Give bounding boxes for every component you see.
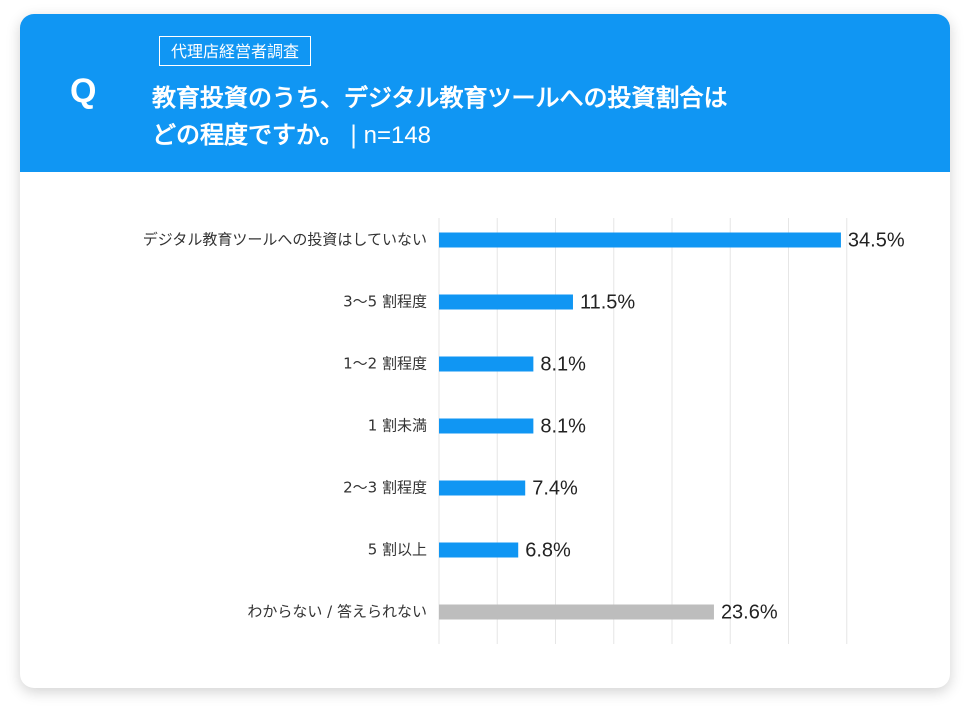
category-label: 3〜5 割程度 xyxy=(343,293,427,311)
category-label: 1〜2 割程度 xyxy=(343,355,427,373)
question-line-2-text: どの程度ですか。 xyxy=(152,121,344,149)
bar xyxy=(439,480,526,496)
value-label: 23.6% xyxy=(721,601,778,623)
bar xyxy=(439,356,534,372)
category-label: わからない / 答えられない xyxy=(247,603,427,621)
question-header: Q 代理店経営者調査 教育投資のうち、デジタル教育ツールへの投資割合は どの程度… xyxy=(20,14,950,172)
category-label: 5 割以上 xyxy=(368,541,427,559)
survey-label: 代理店経営者調査 xyxy=(159,36,312,66)
bar xyxy=(439,604,714,620)
bar xyxy=(439,542,519,558)
value-label: 6.8% xyxy=(525,539,571,561)
value-label: 7.4% xyxy=(532,477,578,499)
bar xyxy=(439,294,573,310)
question-text: 教育投資のうち、デジタル教育ツールへの投資割合は どの程度ですか。 | n=148 xyxy=(152,80,872,154)
value-label: 11.5% xyxy=(580,291,635,313)
category-label: 1 割未満 xyxy=(368,417,427,435)
bar xyxy=(439,232,841,248)
separator: | xyxy=(349,121,358,149)
sample-size: n=148 xyxy=(363,122,432,149)
q-mark: Q xyxy=(70,72,97,110)
category-label: 2〜3 割程度 xyxy=(343,479,427,497)
question-line-1: 教育投資のうち、デジタル教育ツールへの投資割合は xyxy=(152,84,728,112)
value-label: 8.1% xyxy=(540,353,586,375)
value-label: 8.1% xyxy=(540,415,586,437)
value-label: 34.5% xyxy=(848,229,905,251)
bar xyxy=(439,418,534,434)
question-line-2: どの程度ですか。 | n=148 xyxy=(152,117,872,154)
category-label: デジタル教育ツールへの投資はしていない xyxy=(143,231,427,249)
survey-card: Q 代理店経営者調査 教育投資のうち、デジタル教育ツールへの投資割合は どの程度… xyxy=(20,14,950,688)
bar-chart: デジタル教育ツールへの投資はしていない 34.5% 3〜5 割程度 11.5% 1〜2 … xyxy=(143,218,905,644)
